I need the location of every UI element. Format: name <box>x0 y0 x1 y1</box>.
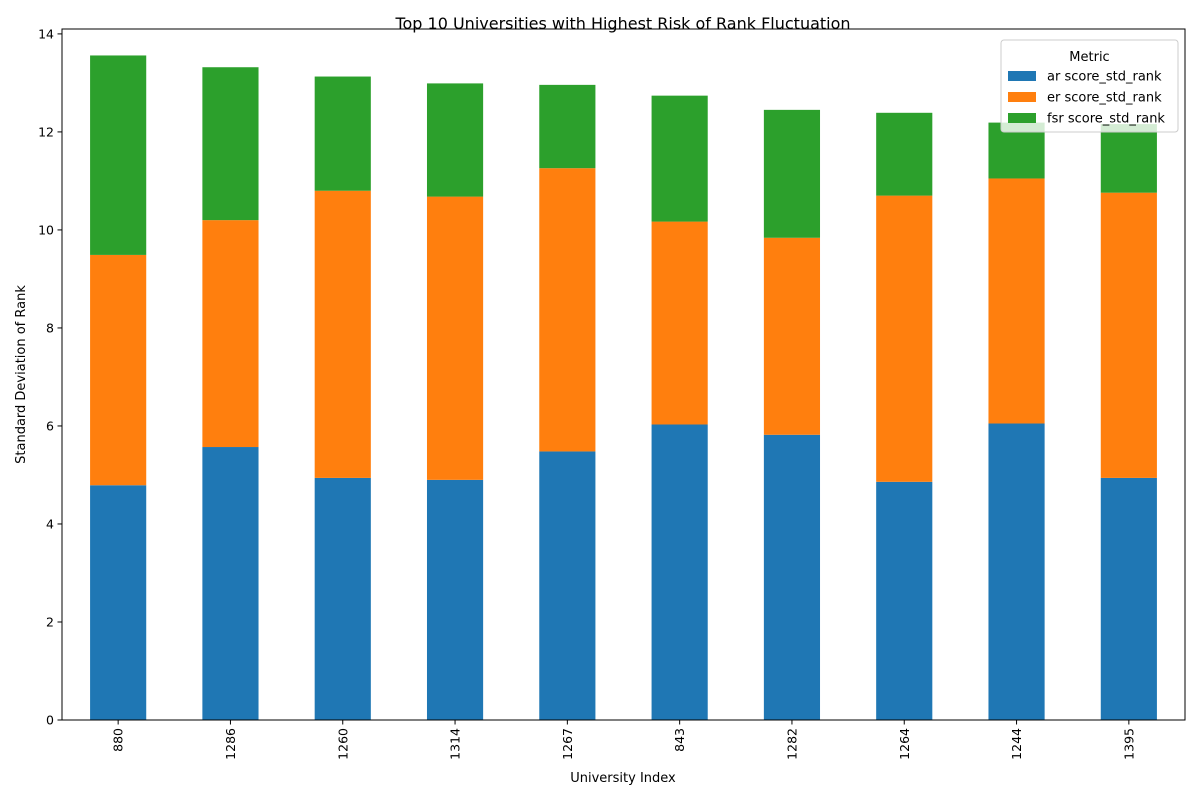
bar-880-series-2 <box>90 254 147 486</box>
chart-title: Top 10 Universities with Highest Risk of… <box>394 14 850 33</box>
legend-swatch <box>1008 113 1036 123</box>
y-tick-label: 10 <box>38 222 54 237</box>
bar-880-series-3 <box>90 55 147 255</box>
y-tick-label: 0 <box>46 713 54 728</box>
bar-1264-series-1 <box>876 481 933 720</box>
x-tick-label: 1314 <box>448 728 463 760</box>
plot-frame <box>61 28 1186 721</box>
bar-1314-series-3 <box>426 83 484 197</box>
bar-1395-series-2 <box>1100 192 1157 478</box>
x-tick-label: 1264 <box>897 728 912 760</box>
legend-label: er score_std_rank <box>1047 91 1162 106</box>
bar-1314-series-2 <box>426 196 484 480</box>
bar-1260-series-2 <box>314 190 371 478</box>
x-tick-label: 1260 <box>335 728 350 760</box>
bar-1260-series-1 <box>314 477 371 720</box>
y-tick-label: 2 <box>46 614 54 629</box>
bar-1286-series-1 <box>202 447 259 720</box>
bar-1314-series-1 <box>426 479 484 720</box>
x-tick-label: 1282 <box>784 728 799 760</box>
bar-1244-series-1 <box>988 423 1045 720</box>
x-axis: 880 1286 1260 1314 1267 843 1282 1264 1244 1395 <box>111 720 1136 760</box>
x-tick-label: 1267 <box>560 728 575 760</box>
legend-swatch <box>1008 71 1036 81</box>
x-tick-label: 1244 <box>1009 728 1024 760</box>
bar-1286-series-3 <box>202 67 259 221</box>
bar-1282-series-2 <box>763 237 821 435</box>
x-tick-label: 843 <box>672 728 687 752</box>
x-tick-label: 880 <box>111 728 126 752</box>
legend-title: Metric <box>1069 50 1109 65</box>
bar-1267-series-1 <box>539 451 596 720</box>
y-tick-label: 8 <box>46 320 54 335</box>
y-tick-label: 14 <box>38 26 54 41</box>
bar-843-series-2 <box>651 221 708 425</box>
x-axis-title: University Index <box>570 771 676 786</box>
x-tick-label: 1395 <box>1121 728 1136 760</box>
bar-1286-series-2 <box>202 220 259 448</box>
bar-1260-series-3 <box>314 76 371 191</box>
bar-1282-series-3 <box>763 109 821 238</box>
bar-1264-series-3 <box>876 112 933 196</box>
legend-swatch <box>1008 92 1036 102</box>
legend-label: ar score_std_rank <box>1047 70 1162 85</box>
y-tick-label: 4 <box>46 516 54 531</box>
y-tick-label: 6 <box>46 418 54 433</box>
bar-1267-series-3 <box>539 84 596 169</box>
bar-1395-series-3 <box>1100 124 1157 193</box>
x-tick-label: 1286 <box>223 728 238 760</box>
bar-1395-series-1 <box>1100 477 1157 720</box>
y-axis-title: Standard Deviation of Rank <box>14 285 29 464</box>
y-tick-label: 12 <box>38 124 54 139</box>
bars-layer <box>90 55 1157 720</box>
bar-880-series-1 <box>90 485 147 720</box>
y-axis: 0 2 4 6 8 10 12 14 <box>38 26 62 728</box>
bar-1244-series-2 <box>988 178 1045 424</box>
bar-1267-series-2 <box>539 168 596 452</box>
bar-843-series-3 <box>651 95 708 222</box>
bar-1282-series-1 <box>763 434 821 720</box>
bar-843-series-1 <box>651 424 708 720</box>
legend-frame <box>1000 39 1179 133</box>
legend-label: fsr score_std_rank <box>1047 112 1165 127</box>
bar-1264-series-2 <box>876 195 933 482</box>
